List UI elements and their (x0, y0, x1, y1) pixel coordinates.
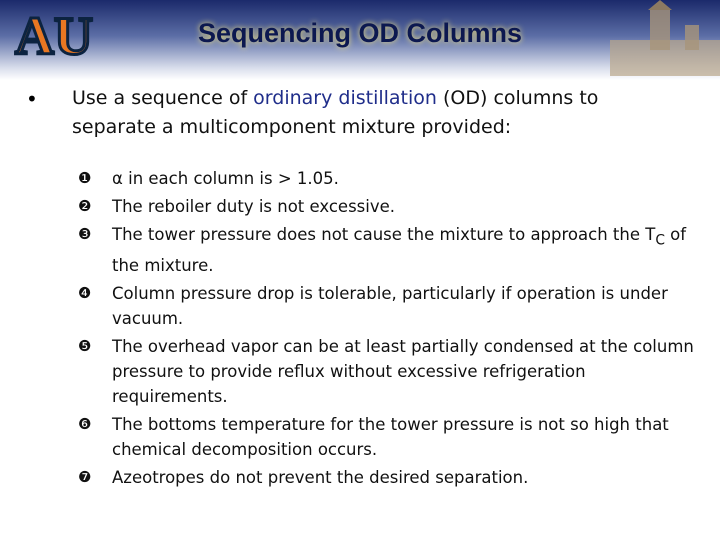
item-marker: ❸ (78, 225, 92, 243)
item-text: The tower pressure does not cause the mi… (112, 225, 656, 244)
item-text: The overhead vapor can be at least parti… (112, 337, 694, 407)
item-text: of the mixture. (112, 225, 687, 276)
item-text: Column pressure drop is tolerable, parti… (112, 284, 668, 329)
title: Sequencing OD Columns (197, 18, 523, 48)
item-marker: ❹ (78, 284, 92, 303)
logo: AU (14, 6, 95, 64)
item-text: The bottoms temperature for the tower pr… (112, 415, 669, 460)
item-marker: ❺ (78, 337, 92, 356)
list-item: ❹ Column pressure drop is tolerable, part… (78, 281, 698, 331)
intro-text: (OD) columns to separate a multicomponen… (72, 87, 599, 138)
intro: Use a sequence of ordinary distillation … (72, 84, 672, 142)
item-marker: ❼ (78, 468, 92, 487)
list-item: ❻ The bottoms temperature for the tower p… (78, 412, 698, 462)
item-marker: ❷ (78, 197, 92, 215)
logo-text: AU (15, 6, 93, 64)
highlight: ordinary distillation (253, 87, 437, 109)
list-item: ❶ α in each column is > 1.05. (78, 166, 698, 191)
building-image (610, 0, 720, 76)
list-item: ❷ The reboiler duty is not excessive. (78, 194, 698, 219)
item-text: Azeotropes do not prevent the desired se… (112, 468, 529, 488)
header-band: AU Sequencing OD Columns (0, 0, 720, 80)
subscript: C (655, 232, 665, 249)
intro-text: Use a sequence of (72, 87, 254, 109)
item-marker: ❻ (78, 415, 92, 434)
item-text: The reboiler duty is not excessive. (112, 197, 396, 216)
item-text: α in each column is > 1.05. (112, 169, 339, 188)
item-marker: ❶ (78, 169, 92, 187)
condition-list: ❶ α in each column is > 1.05. ❷ The reboile… (78, 166, 698, 493)
list-item: ❺ The overhead vapor can be at least part… (78, 334, 698, 409)
list-item: ❸ The tower pressure does not cause the m… (78, 222, 698, 278)
bullet: • (26, 87, 38, 111)
list-item: ❼ Azeotropes do not prevent the desired s… (78, 465, 698, 490)
